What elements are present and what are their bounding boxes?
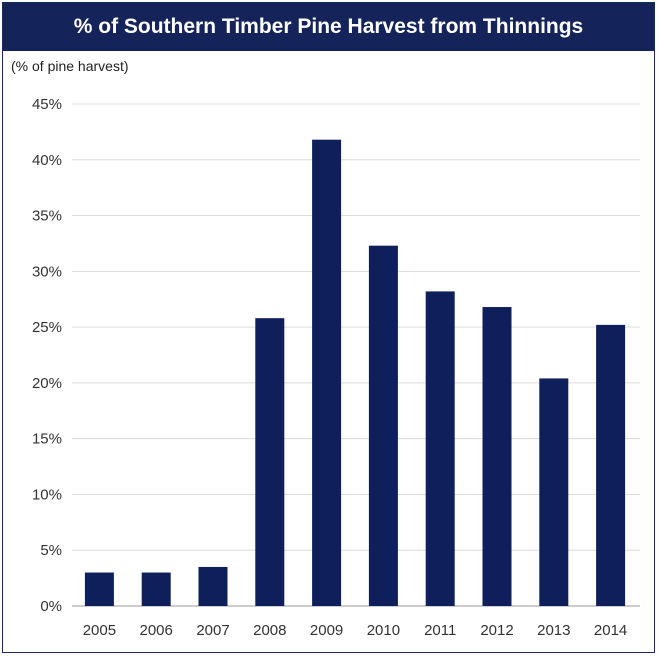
y-tick-label: 35% (32, 208, 62, 225)
bar-2008 (255, 318, 285, 606)
y-axis-label: (% of pine harvest) (11, 58, 129, 74)
y-tick-label: 45% (32, 96, 62, 113)
x-tick-label: 2013 (537, 622, 570, 639)
x-tick-label: 2008 (253, 622, 286, 639)
x-tick-label: 2012 (480, 622, 513, 639)
bar-2009 (312, 139, 342, 606)
y-tick-label: 10% (32, 486, 62, 503)
x-tick-label: 2007 (196, 622, 229, 639)
bar-2010 (368, 245, 398, 607)
chart-title: % of Southern Timber Pine Harvest from T… (3, 3, 654, 51)
bar-2005 (84, 572, 114, 606)
y-tick-label: 40% (32, 152, 62, 169)
y-tick-label: 5% (40, 542, 62, 559)
x-tick-label: 2010 (367, 622, 400, 639)
y-tick-label: 0% (40, 598, 62, 615)
bar-2007 (198, 566, 228, 606)
bar-2011 (425, 291, 455, 606)
bar-2012 (482, 307, 512, 606)
x-tick-label: 2005 (83, 622, 116, 639)
y-tick-labels: 0% 5% 10% 15% 20% 25% 30% 35% 40% 45% (32, 96, 62, 615)
x-tick-label: 2011 (424, 622, 456, 639)
y-tick-label: 20% (32, 375, 62, 392)
x-tick-labels: 2005 2006 2007 2008 2009 2010 2011 2012 2013 2014 (83, 622, 628, 639)
x-tick-label: 2006 (140, 622, 173, 639)
bars (84, 139, 626, 607)
bar-2006 (141, 572, 171, 606)
x-tick-label: 2009 (310, 622, 343, 639)
y-tick-label: 15% (32, 431, 62, 448)
x-tick-label: 2014 (594, 622, 627, 639)
bar-2014 (596, 324, 626, 606)
y-tick-label: 25% (32, 319, 62, 336)
y-tick-label: 30% (32, 263, 62, 280)
bar-2013 (539, 378, 569, 606)
